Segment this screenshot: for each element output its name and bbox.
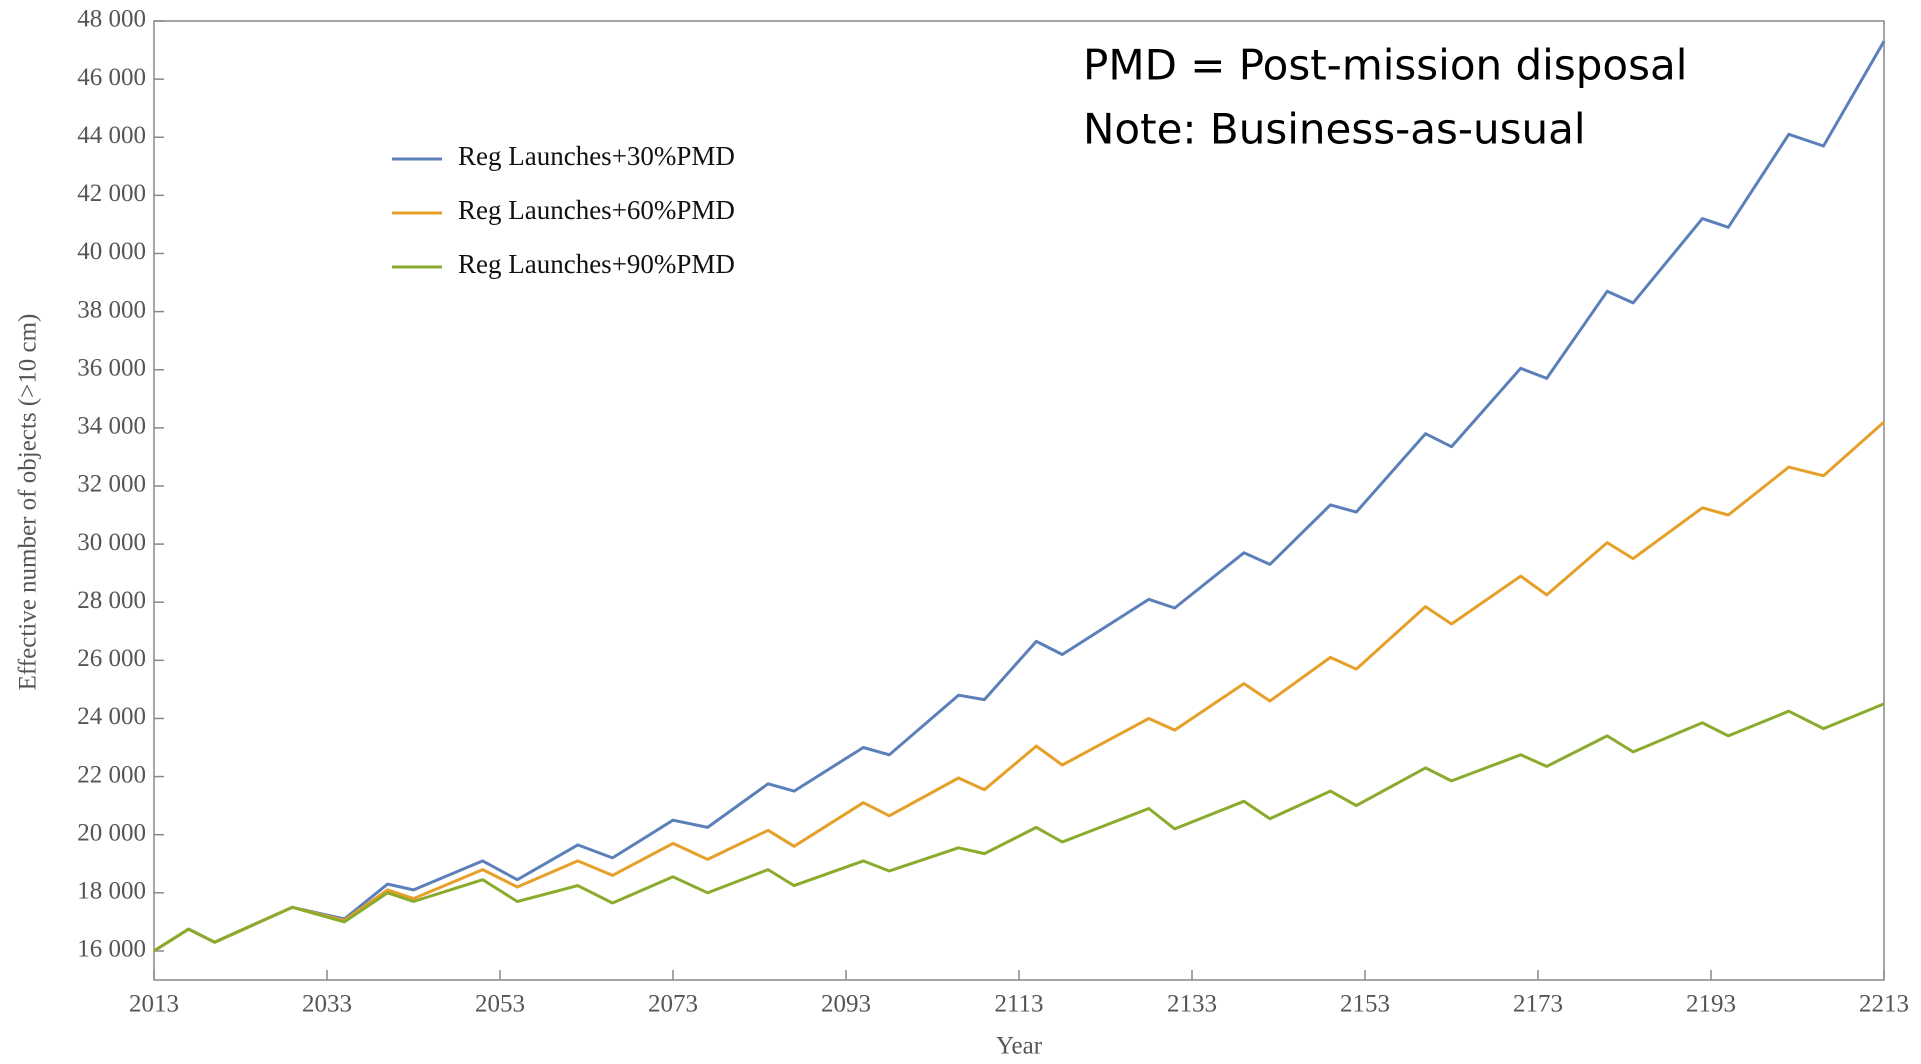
y-tick-label: 18 000: [77, 878, 146, 905]
x-tick-label: 2213: [1859, 991, 1909, 1018]
x-tick-label: 2113: [994, 991, 1043, 1018]
y-tick-label: 42 000: [77, 180, 146, 207]
legend-label: Reg Launches+90%PMD: [458, 249, 735, 279]
x-axis-label: Year: [996, 1033, 1043, 1060]
y-tick-label: 40 000: [77, 238, 146, 265]
y-tick-label: 16 000: [77, 936, 146, 963]
legend-label: Reg Launches+60%PMD: [458, 195, 735, 225]
line-series: [153, 702, 1885, 953]
line-series: [153, 420, 1885, 953]
y-tick-label: 34 000: [77, 413, 146, 440]
x-tick-label: 2173: [1513, 991, 1563, 1018]
y-tick-label: 24 000: [77, 703, 146, 730]
y-tick-label: 48 000: [77, 6, 146, 33]
y-axis-label: Effective number of objects (>10 cm): [15, 314, 42, 691]
x-tick-label: 2193: [1686, 991, 1736, 1018]
x-tick-label: 2073: [648, 991, 698, 1018]
x-tick-label: 2013: [129, 991, 179, 1018]
x-tick-label: 2133: [1167, 991, 1217, 1018]
y-tick-label: 26 000: [77, 645, 146, 672]
y-tick-label: 46 000: [77, 64, 146, 91]
y-tick-label: 44 000: [77, 122, 146, 149]
y-tick-label: 36 000: [77, 354, 146, 381]
legend-label: Reg Launches+30%PMD: [458, 141, 735, 171]
x-tick-label: 2153: [1340, 991, 1390, 1018]
annotation: Note: Business-as-usual: [1083, 105, 1586, 154]
y-tick-label: 38 000: [77, 296, 146, 323]
annotation: PMD = Post-mission disposal: [1083, 41, 1687, 90]
line-series: [153, 40, 1886, 953]
y-tick-label: 22 000: [77, 761, 146, 788]
y-tick-label: 30 000: [77, 529, 146, 556]
x-tick-label: 2053: [475, 991, 525, 1018]
x-tick-label: 2093: [821, 991, 871, 1018]
x-tick-label: 2033: [302, 991, 352, 1018]
y-tick-label: 28 000: [77, 587, 146, 614]
y-tick-label: 32 000: [77, 471, 146, 498]
y-tick-label: 20 000: [77, 819, 146, 846]
